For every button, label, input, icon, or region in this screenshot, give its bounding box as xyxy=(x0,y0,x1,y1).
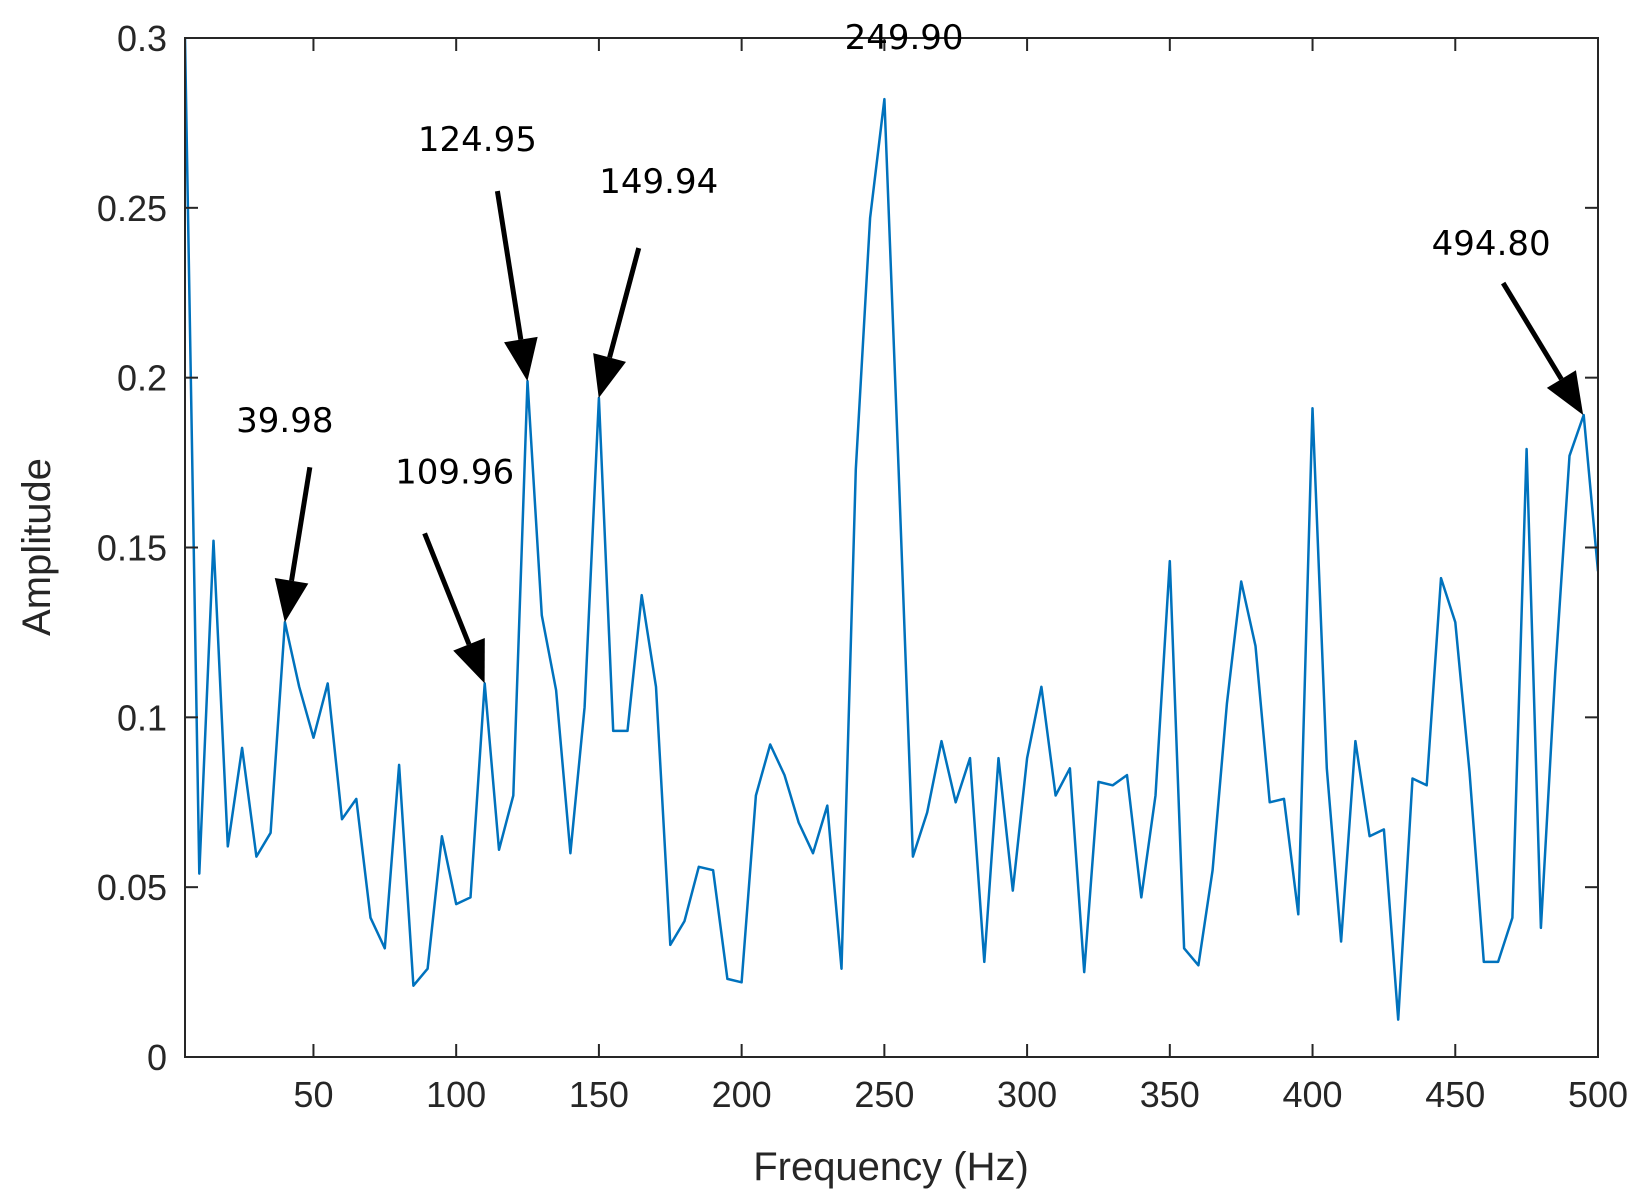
annotation-label: 39.98 xyxy=(236,401,333,441)
y-tick-label: 0 xyxy=(147,1037,167,1078)
y-tick-label: 0.05 xyxy=(97,867,167,908)
annotation-arrow-shaft xyxy=(1501,281,1564,381)
annotation-arrow-head xyxy=(274,578,309,623)
annotation-label: 494.80 xyxy=(1432,224,1551,264)
annotations: 39.98 109.96 124.95 149.94 249.90 494.80 xyxy=(236,18,1584,684)
annotation-label: 249.90 xyxy=(845,18,964,58)
y-axis-label: Amplitude xyxy=(15,458,59,636)
y-tick-label: 0.25 xyxy=(97,188,167,229)
y-axis: 0 0.05 0.1 0.15 0.2 0.25 0.3 xyxy=(97,18,1598,1078)
spectrum-line xyxy=(185,38,1598,1021)
annotation-arrow-shaft xyxy=(289,466,313,582)
annotation-label: 149.94 xyxy=(599,162,718,202)
x-tick-label: 50 xyxy=(293,1074,333,1115)
x-tick-label: 200 xyxy=(712,1074,772,1115)
peak-annotation: 249.90 xyxy=(845,18,964,58)
x-axis-label: Frequency (Hz) xyxy=(753,1145,1029,1189)
x-axis: 50 100 150 200 250 300 350 400 450 500 xyxy=(293,38,1628,1115)
y-tick-label: 0.2 xyxy=(117,358,167,399)
y-tick-label: 0.3 xyxy=(117,18,167,59)
x-tick-label: 300 xyxy=(997,1074,1057,1115)
x-tick-label: 100 xyxy=(426,1074,486,1115)
annotation-arrow-head xyxy=(593,353,626,399)
annotation-arrow-head xyxy=(1546,370,1584,416)
annotation-arrow-shaft xyxy=(494,190,524,340)
peak-annotation: 494.80 xyxy=(1432,224,1584,416)
peak-annotation: 39.98 xyxy=(236,401,334,623)
annotation-arrow-shaft xyxy=(422,532,472,646)
x-tick-label: 400 xyxy=(1283,1074,1343,1115)
y-tick-label: 0.1 xyxy=(117,697,167,738)
annotation-arrow-shaft xyxy=(607,247,642,359)
annotation-label: 109.96 xyxy=(395,452,514,492)
x-tick-label: 250 xyxy=(854,1074,914,1115)
y-tick-label: 0.15 xyxy=(97,528,167,569)
x-tick-label: 350 xyxy=(1140,1074,1200,1115)
x-tick-label: 450 xyxy=(1425,1074,1485,1115)
peak-annotation: 149.94 xyxy=(593,162,718,399)
peak-annotation: 109.96 xyxy=(395,452,514,684)
plot-area xyxy=(185,38,1598,1021)
peak-annotation: 124.95 xyxy=(418,120,538,382)
annotation-label: 124.95 xyxy=(418,120,537,160)
x-tick-label: 150 xyxy=(569,1074,629,1115)
annotation-arrow-head xyxy=(453,638,485,684)
x-tick-label: 500 xyxy=(1568,1074,1628,1115)
annotation-arrow-head xyxy=(504,336,538,382)
